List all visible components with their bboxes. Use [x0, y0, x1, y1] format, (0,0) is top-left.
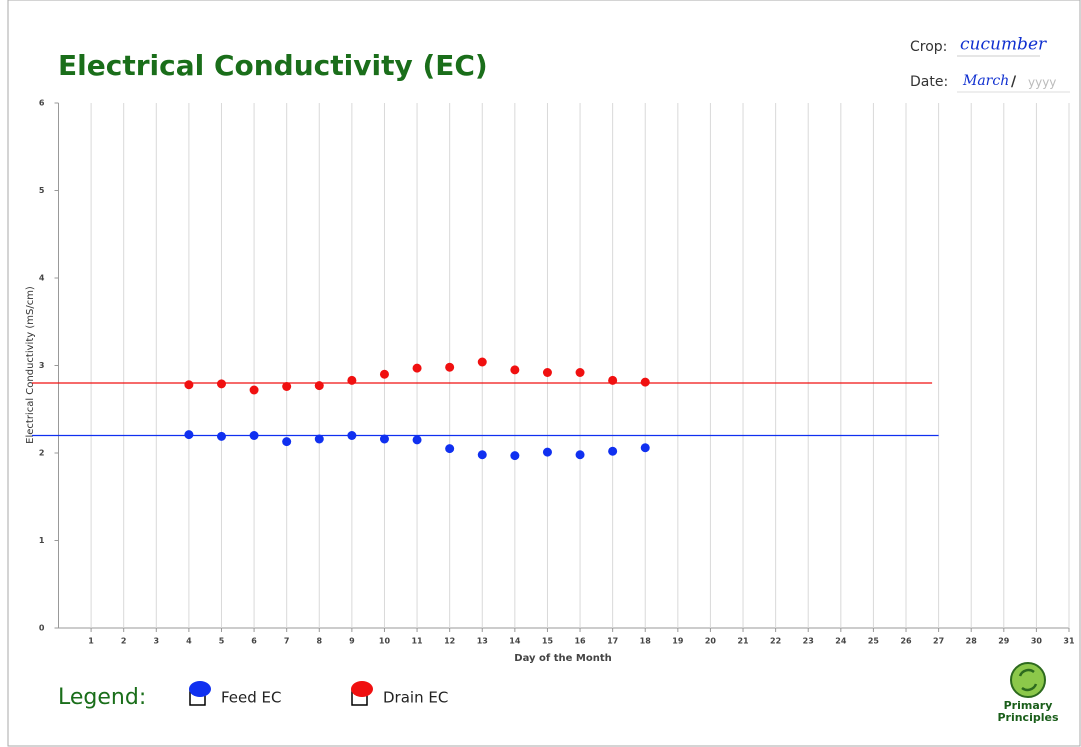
y-tick-label: 4	[39, 274, 45, 283]
x-tick-label: 5	[219, 637, 225, 646]
date-year: yyyy	[1028, 76, 1056, 90]
x-tick-label: 31	[1063, 637, 1075, 646]
data-point	[216, 431, 226, 441]
data-point	[477, 357, 487, 367]
x-tick-label: 19	[672, 637, 684, 646]
data-point	[608, 446, 618, 456]
x-tick-label: 16	[574, 637, 586, 646]
x-tick-label: 25	[868, 637, 880, 646]
y-tick-label: 2	[39, 449, 45, 458]
x-tick-label: 13	[477, 637, 488, 646]
y-tick-label: 3	[39, 361, 45, 370]
x-tick-label: 27	[933, 637, 944, 646]
legend-title: Legend:	[58, 685, 146, 710]
data-point	[379, 369, 389, 379]
data-point	[347, 375, 357, 385]
x-tick-label: 24	[835, 637, 847, 646]
data-point	[379, 434, 389, 444]
x-tick-label: 10	[379, 637, 391, 646]
x-tick-label: 22	[770, 637, 781, 646]
crop-label: Crop:	[910, 39, 947, 55]
logo-arrows	[1018, 668, 1038, 692]
data-point	[640, 443, 650, 453]
data-point	[510, 451, 520, 461]
data-point	[347, 431, 357, 440]
data-point	[184, 380, 194, 390]
data-point	[445, 362, 455, 372]
x-tick-label: 1	[88, 637, 94, 646]
legend-label: Feed EC	[221, 689, 282, 707]
x-tick-label: 4	[186, 637, 192, 646]
logo-text: Principles	[997, 711, 1058, 724]
data-point	[282, 437, 292, 447]
crop-value: cucumber	[960, 35, 1047, 55]
date-separator: /	[1011, 74, 1017, 90]
data-point	[314, 434, 324, 444]
data-point	[640, 377, 650, 387]
data-point	[249, 385, 259, 395]
y-tick-label: 0	[39, 624, 45, 633]
data-point	[608, 375, 618, 385]
y-tick-label: 1	[39, 536, 45, 545]
legend-label: Drain EC	[383, 689, 448, 707]
x-tick-label: 29	[998, 637, 1010, 646]
x-tick-label: 26	[900, 637, 912, 646]
x-axis-label: Day of the Month	[514, 653, 611, 664]
data-point	[575, 368, 585, 377]
data-point	[282, 382, 292, 391]
data-point	[542, 368, 552, 377]
x-tick-label: 15	[542, 637, 554, 646]
data-point	[314, 381, 324, 391]
data-point	[216, 379, 226, 389]
x-tick-label: 7	[284, 637, 290, 646]
chart-title: Electrical Conductivity (EC)	[58, 49, 488, 82]
legend-swatch	[189, 681, 211, 697]
data-point	[249, 431, 259, 440]
data-point	[575, 450, 585, 460]
x-tick-label: 28	[966, 637, 978, 646]
y-axis-label: Electrical Conductivity (mS/cm)	[25, 286, 36, 444]
x-tick-label: 11	[411, 637, 423, 646]
y-tick-label: 6	[39, 99, 45, 108]
logo-icon	[1010, 662, 1046, 698]
data-point	[412, 435, 422, 445]
x-tick-label: 12	[444, 637, 455, 646]
x-tick-label: 18	[640, 637, 652, 646]
date-label: Date:	[910, 74, 948, 90]
data-point	[184, 430, 194, 440]
logo-text: Primary	[1004, 699, 1053, 712]
data-point	[412, 363, 422, 373]
x-tick-label: 3	[154, 637, 160, 646]
date-month: March	[962, 73, 1009, 89]
x-tick-label: 23	[803, 637, 814, 646]
x-tick-label: 17	[607, 637, 618, 646]
x-tick-label: 21	[737, 637, 749, 646]
logo: Primary Principles	[997, 662, 1059, 724]
data-point	[445, 444, 455, 454]
x-tick-label: 20	[705, 637, 717, 646]
x-tick-label: 8	[316, 637, 322, 646]
legend-swatch	[351, 681, 373, 697]
x-tick-label: 30	[1031, 637, 1043, 646]
x-tick-label: 2	[121, 637, 127, 646]
x-tick-label: 6	[251, 637, 257, 646]
x-tick-label: 9	[349, 637, 355, 646]
x-tick-label: 14	[509, 637, 521, 646]
data-point	[477, 450, 487, 460]
data-point	[510, 365, 520, 375]
y-tick-label: 5	[39, 186, 45, 195]
data-point	[542, 447, 552, 457]
